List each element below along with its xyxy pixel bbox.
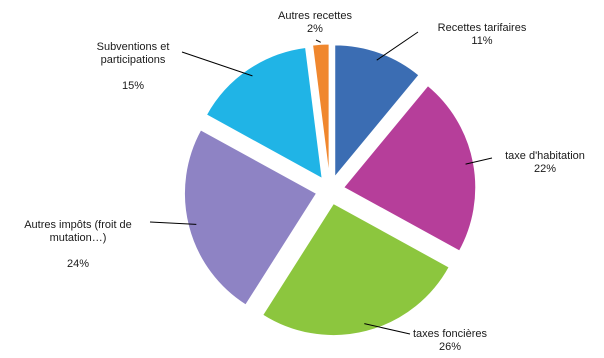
leader-autres-impots xyxy=(149,221,197,225)
slice-name: Recettes tarifaires xyxy=(437,22,527,34)
slice-label-subventions: Subventions et participations 15% xyxy=(78,28,188,106)
slice-label-taxe-habitation: taxe d'habitation 22% xyxy=(490,150,600,176)
leader-taxe-habitation xyxy=(465,157,493,165)
slice-label-taxes-foncieres: taxes foncières 26% xyxy=(395,328,505,354)
slice-subventions xyxy=(205,46,323,180)
leader-autres-recettes xyxy=(315,39,321,43)
slice-name: Autres impôts (froit de mutation…) xyxy=(24,219,132,244)
leader-subventions xyxy=(181,51,253,77)
slice-recettes-tarifaires xyxy=(334,44,420,179)
slice-percent: 15% xyxy=(121,80,145,92)
slice-name: Subventions et participations xyxy=(96,41,170,66)
slice-percent: 24% xyxy=(66,258,90,270)
slice-percent: 22% xyxy=(533,163,557,175)
slice-percent: 2% xyxy=(307,23,323,35)
leader-recettes-tarifaires xyxy=(376,31,419,61)
slice-autres-impots xyxy=(183,129,318,306)
slice-name: taxe d'habitation xyxy=(505,150,585,162)
slice-percent: 26% xyxy=(438,341,462,353)
leader-taxes-foncieres xyxy=(364,323,411,335)
slice-name: taxes foncières xyxy=(413,328,487,340)
slice-name: Autres recettes xyxy=(278,10,352,22)
slice-label-autres-impots: Autres impôts (froit de mutation…) 24% xyxy=(4,206,152,284)
slice-taxes-foncieres xyxy=(262,202,450,337)
slice-percent: 11% xyxy=(471,35,493,47)
slice-autres-recettes xyxy=(312,43,330,177)
slice-label-recettes-tarifaires: Recettes tarifaires 11% xyxy=(422,22,542,48)
slice-label-autres-recettes: Autres recettes 2% xyxy=(255,10,375,36)
